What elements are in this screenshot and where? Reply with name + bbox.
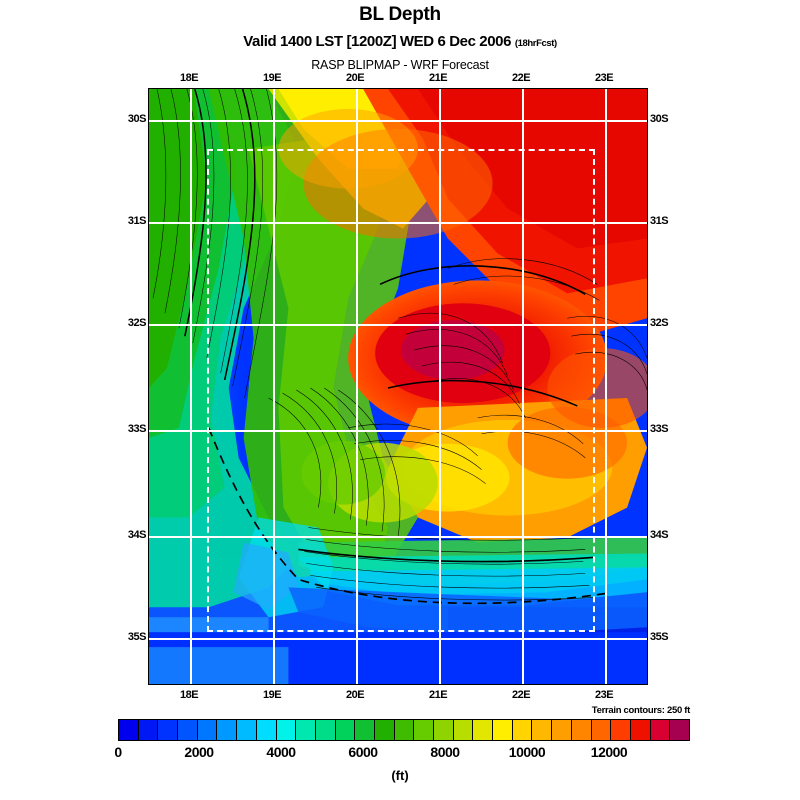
ytick-left-4: 34S — [127, 529, 147, 541]
xtick-top-4: 22E — [511, 72, 531, 84]
gridline-lon-18e — [190, 89, 192, 684]
colorbar-tick-5: 10000 — [508, 744, 546, 760]
ytick-right-3: 33S — [650, 423, 669, 435]
colorbar-segment-15 — [414, 720, 434, 740]
gridline-lon-19e — [273, 89, 275, 684]
colorbar-segment-1 — [138, 720, 159, 740]
xtick-top-5: 23E — [594, 72, 614, 84]
colorbar-tick-1: 2000 — [184, 744, 214, 760]
colorbar-segment-6 — [237, 720, 257, 740]
colorbar-segment-28 — [670, 720, 689, 740]
gridline-lat-30s — [149, 120, 647, 122]
colorbar-segment-10 — [315, 720, 336, 740]
colorbar-segment-25 — [611, 720, 631, 740]
source-label: RASP BLIPMAP - WRF Forecast — [311, 58, 489, 72]
colorbar-tick-0: 0 — [114, 744, 122, 760]
gridline-lon-21e — [439, 89, 441, 684]
ytick-left-5: 35S — [127, 631, 147, 643]
gridline-lon-23e — [605, 89, 607, 684]
xtick-top-1: 19E — [262, 72, 282, 84]
xtick-bottom-1: 19E — [262, 689, 282, 701]
ytick-left-1: 31S — [127, 215, 147, 227]
colorbar-segment-14 — [394, 720, 415, 740]
xtick-bottom-5: 23E — [594, 689, 614, 701]
colorbar-segment-9 — [296, 720, 316, 740]
colorbar-segment-22 — [552, 720, 572, 740]
xtick-bottom-2: 20E — [345, 689, 365, 701]
colorbar-segment-27 — [650, 720, 671, 740]
colorbar-tick-6: 12000 — [590, 744, 628, 760]
subtitle-text: Valid 1400 LST [1200Z] WED 6 Dec 2006 — [243, 33, 512, 50]
colorbar-tick-2: 4000 — [266, 744, 296, 760]
xtick-bottom-3: 21E — [428, 689, 448, 701]
colorbar-segment-2 — [158, 720, 179, 740]
terrain-contour-note: Terrain contours: 250 ft — [591, 705, 691, 716]
gridline-lat-33s — [149, 430, 647, 432]
colorbar[interactable] — [118, 719, 690, 741]
colorbar-segment-19 — [493, 720, 513, 740]
subtitle: Valid 1400 LST [1200Z] WED 6 Dec 2006 (1… — [0, 33, 800, 50]
ytick-left-2: 32S — [127, 317, 147, 329]
gridline-lat-31s — [149, 222, 647, 224]
colorbar-segment-7 — [256, 720, 277, 740]
colorbar-segment-8 — [276, 720, 297, 740]
colorbar-segment-3 — [178, 720, 198, 740]
colorbar-segment-23 — [571, 720, 592, 740]
colorbar-swatches — [118, 719, 690, 741]
ytick-left-0: 30S — [127, 113, 147, 125]
bl-depth-field — [149, 89, 647, 684]
ytick-right-5: 35S — [650, 631, 669, 643]
colorbar-segment-18 — [473, 720, 494, 740]
map-canvas[interactable] — [148, 88, 648, 685]
gridline-lat-32s — [149, 324, 647, 326]
colorbar-tick-4: 8000 — [430, 744, 460, 760]
xtick-bottom-4: 22E — [511, 689, 531, 701]
colorbar-segment-17 — [453, 720, 474, 740]
xtick-top-0: 18E — [179, 72, 199, 84]
xtick-top-3: 21E — [428, 72, 448, 84]
colorbar-tick-3: 6000 — [348, 744, 378, 760]
colorbar-segment-0 — [119, 720, 139, 740]
colorbar-segment-26 — [630, 720, 651, 740]
gridline-lon-20e — [356, 89, 358, 684]
colorbar-segment-4 — [197, 720, 218, 740]
colorbar-segment-13 — [374, 720, 395, 740]
colorbar-segment-16 — [434, 720, 454, 740]
colorbar-segment-24 — [591, 720, 612, 740]
xtick-bottom-0: 18E — [179, 689, 199, 701]
gridline-lat-35s — [149, 638, 647, 640]
ytick-right-1: 31S — [650, 215, 669, 227]
colorbar-segment-11 — [335, 720, 356, 740]
ytick-left-3: 33S — [127, 423, 147, 435]
ytick-right-4: 34S — [650, 529, 669, 541]
colorbar-segment-12 — [355, 720, 375, 740]
gridline-lat-34s — [149, 536, 647, 538]
gridline-lon-22e — [522, 89, 524, 684]
ytick-right-2: 32S — [650, 317, 669, 329]
colorbar-segment-20 — [512, 720, 533, 740]
units-label: (ft) — [391, 768, 409, 783]
xtick-top-2: 20E — [345, 72, 365, 84]
page-title: BL Depth — [359, 4, 441, 25]
colorbar-segment-21 — [532, 720, 553, 740]
colorbar-segment-5 — [217, 720, 238, 740]
forecast-hour-label: (18hrFcst) — [514, 38, 557, 49]
ytick-right-0: 30S — [650, 113, 669, 125]
map-plot-area — [148, 88, 648, 685]
